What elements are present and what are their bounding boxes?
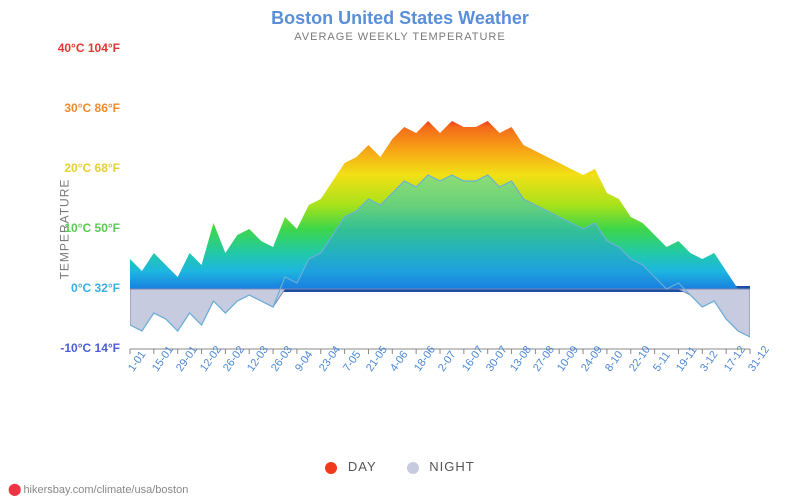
chart-subtitle: AVERAGE WEEKLY TEMPERATURE	[0, 31, 800, 43]
source-url: ⬤hikersbay.com/climate/usa/boston	[8, 482, 188, 496]
chart-title: Boston United States Weather	[0, 8, 800, 29]
legend-item-night: NIGHT	[407, 459, 475, 474]
legend-item-day: DAY	[325, 459, 376, 474]
legend-day-label: DAY	[348, 459, 377, 474]
pin-icon: ⬤	[8, 482, 21, 496]
night-icon	[407, 462, 419, 474]
day-icon	[325, 462, 337, 474]
legend-night-label: NIGHT	[429, 459, 474, 474]
legend: DAY NIGHT	[0, 459, 800, 474]
temperature-chart	[20, 49, 780, 379]
chart-area: TEMPERATURE 40°C 104°F30°C 86°F20°C 68°F…	[20, 49, 780, 409]
